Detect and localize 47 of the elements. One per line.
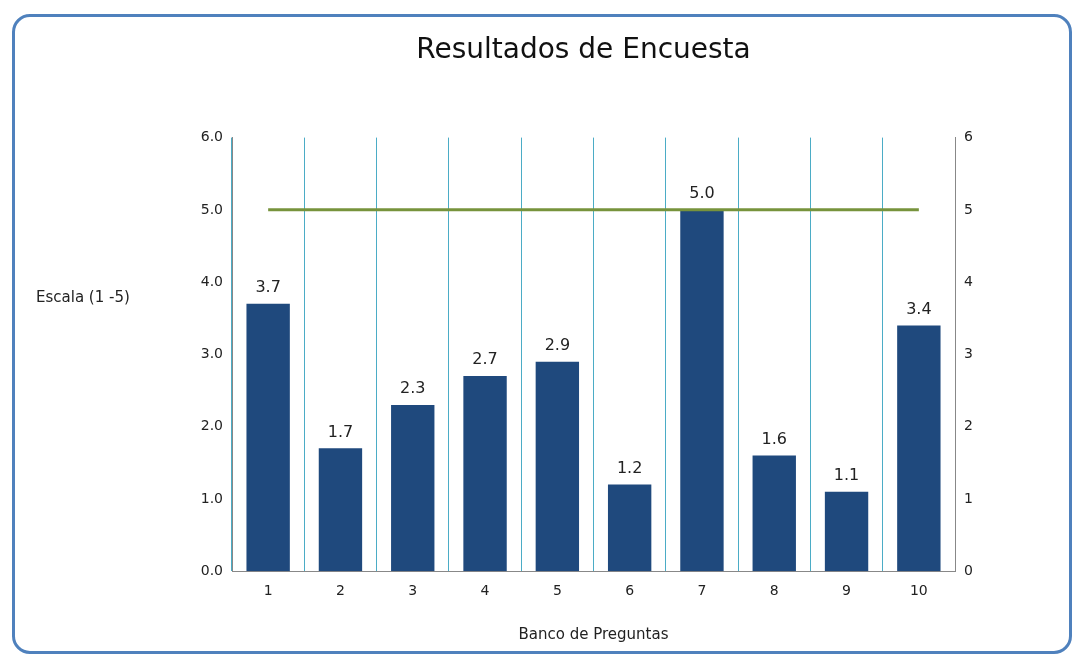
y2-tick-label: 3 [964, 345, 973, 362]
data-label: 2.9 [544, 334, 571, 354]
y-tick-label: 3.0 [200, 345, 223, 362]
x-tick-label: 5 [552, 582, 562, 599]
bar [391, 404, 435, 572]
bar [463, 376, 507, 572]
x-tick-label: 4 [480, 582, 490, 599]
y2-tick-label: 1 [964, 489, 973, 506]
y-tick-label: 4.0 [200, 272, 223, 289]
y-axis-title: Escala (1 -5) [36, 287, 130, 306]
data-label: 3.7 [255, 276, 281, 296]
y-tick-label: 2.0 [200, 417, 223, 434]
bar [318, 448, 363, 572]
y-tick-label: 5.0 [200, 200, 223, 217]
chart-title: Resultados de Encuesta [416, 32, 751, 66]
x-tick-label: 6 [625, 582, 635, 599]
y-tick-label: 0.0 [200, 561, 223, 578]
x-tick-label: 7 [697, 582, 707, 599]
y2-tick-label: 6 [964, 128, 973, 145]
x-tick-label: 10 [909, 582, 928, 599]
y2-tick-label: 2 [964, 417, 973, 434]
x-tick-label: 1 [263, 582, 273, 599]
x-axis-title: Banco de Preguntas [518, 624, 669, 643]
bar [680, 209, 724, 572]
y-tick-label: 6.0 [200, 128, 223, 145]
data-label: 5.0 [689, 183, 715, 203]
bar [752, 455, 796, 572]
y-tick-label: 1.0 [200, 489, 223, 506]
data-label: 1.7 [327, 421, 354, 441]
bar [246, 303, 290, 572]
y2-tick-label: 4 [964, 272, 973, 289]
data-label: 2.7 [472, 349, 498, 369]
data-label: 2.3 [400, 378, 426, 398]
x-tick-label: 2 [335, 582, 345, 599]
x-tick-label: 8 [769, 582, 779, 599]
y2-tick-label: 5 [964, 200, 973, 217]
x-tick-label: 9 [842, 582, 852, 599]
bar [824, 491, 869, 572]
data-label: 1.1 [833, 464, 860, 484]
bar [535, 361, 580, 572]
data-label: 3.4 [906, 298, 932, 318]
data-label: 1.2 [616, 457, 643, 477]
bar [897, 325, 941, 572]
bar [607, 484, 652, 572]
x-tick-label: 3 [408, 582, 418, 599]
y2-tick-label: 0 [964, 561, 973, 578]
data-label: 1.6 [761, 428, 787, 448]
